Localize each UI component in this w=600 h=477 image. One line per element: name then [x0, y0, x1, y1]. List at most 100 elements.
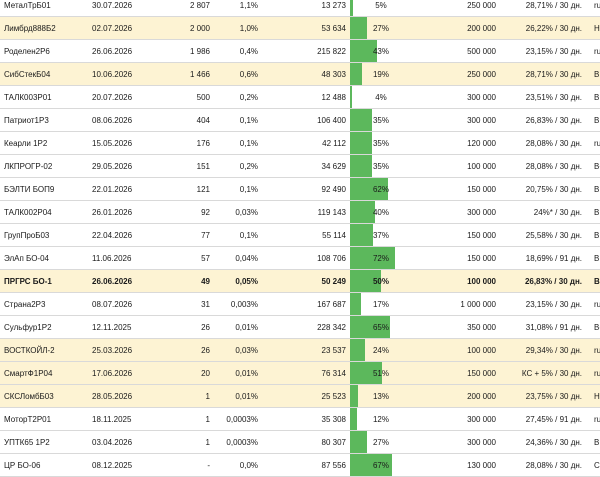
quantity-cell: -	[166, 453, 214, 477]
nominal-cell: 120 000	[412, 131, 500, 155]
percent-label: 65%	[372, 322, 389, 332]
nominal-cell: 200 000	[412, 16, 500, 40]
table-row[interactable]: МеталТрБ01 30.07.2026 2 807 1,1% 13 273 5% 250…	[0, 0, 600, 17]
maturity-date-cell: 08.12.2025	[88, 453, 166, 477]
percent-fill-bar	[350, 408, 358, 430]
amount-cell: 92 490	[262, 177, 350, 201]
quantity-cell: 1	[166, 407, 214, 431]
share-cell: 0,1%	[214, 223, 262, 247]
share-cell: 0,03%	[214, 338, 262, 362]
table-row[interactable]: УПТК65 1Р2 03.04.2026 1 0,0003% 80 307 27% 300…	[0, 430, 600, 454]
table-row[interactable]: БЭЛТИ БОП9 22.01.2026 121 0,1% 92 490 62% 150 …	[0, 177, 600, 201]
nominal-cell: 150 000	[412, 361, 500, 385]
share-cell: 0,05%	[214, 269, 262, 293]
table-row[interactable]: ТАЛК003Р01 20.07.2026 500 0,2% 12 488 4% 300 0…	[0, 85, 600, 109]
rating-cell: B(RU)	[586, 315, 600, 339]
table-row[interactable]: Лимбрд888Б2 02.07.2026 2 000 1,0% 53 634 27% 2…	[0, 16, 600, 40]
percent-bar-cell: 17%	[350, 292, 412, 316]
bond-name-cell: ПРГРС БО-1	[0, 269, 88, 293]
nominal-cell: 350 000	[412, 315, 500, 339]
percent-label: 4%	[375, 92, 387, 102]
quantity-cell: 31	[166, 292, 214, 316]
nominal-cell: 150 000	[412, 223, 500, 247]
maturity-date-cell: 29.05.2026	[88, 154, 166, 178]
percent-label: 27%	[372, 437, 389, 447]
percent-bar-cell: 72%	[350, 246, 412, 270]
percent-bar-cell: 37%	[350, 223, 412, 247]
percent-label: 27%	[372, 23, 389, 33]
table-row[interactable]: ГрупПроБ03 22.04.2026 77 0,1% 55 114 37% 150 0…	[0, 223, 600, 247]
percent-bar-cell: 4%	[350, 85, 412, 109]
rating-cell: BB-(RU)	[586, 177, 600, 201]
percent-fill-bar	[350, 86, 353, 108]
share-cell: 1,0%	[214, 16, 262, 40]
percent-label: 35%	[372, 138, 389, 148]
maturity-date-cell: 26.06.2026	[88, 269, 166, 293]
rating-cell: ruBBB-	[586, 292, 600, 316]
maturity-date-cell: 10.06.2026	[88, 62, 166, 86]
table-row[interactable]: ТАЛК002Р04 26.01.2026 92 0,03% 119 143 40% 300…	[0, 200, 600, 224]
rating-cell: BB-.ru	[586, 269, 600, 293]
percent-bar-cell: 40%	[350, 200, 412, 224]
percent-fill-bar	[350, 0, 354, 16]
amount-cell: 13 273	[262, 0, 350, 17]
table-row[interactable]: СКСЛомбБ03 28.05.2026 1 0,01% 25 523 13% 200 0…	[0, 384, 600, 408]
percent-bar-cell: 50%	[350, 269, 412, 293]
nominal-cell: 100 000	[412, 338, 500, 362]
percent-fill-bar	[350, 247, 395, 269]
share-cell: 0,0003%	[214, 430, 262, 454]
percent-bar-cell: 5%	[350, 0, 412, 17]
table-row[interactable]: ПРГРС БО-1 26.06.2026 49 0,05% 50 249 50% 100 …	[0, 269, 600, 293]
table-row[interactable]: Роделен2Р6 26.06.2026 1 986 0,4% 215 822 43% 5…	[0, 39, 600, 63]
table-row[interactable]: СибСтекБ04 10.06.2026 1 466 0,6% 48 303 19% 25…	[0, 62, 600, 86]
amount-cell: 87 556	[262, 453, 350, 477]
table-row[interactable]: МоторТ2Р01 18.11.2025 1 0,0003% 35 308 12% 300…	[0, 407, 600, 431]
yield-cell: 28,08% / 30 дн.	[500, 154, 586, 178]
table-row[interactable]: Страна2Р3 08.07.2026 31 0,003% 167 687 17% 1 0…	[0, 292, 600, 316]
amount-cell: 167 687	[262, 292, 350, 316]
percent-label: 51%	[372, 368, 389, 378]
yield-cell: 28,71% / 30 дн.	[500, 62, 586, 86]
percent-label: 12%	[372, 414, 389, 424]
bond-name-cell: СКСЛомбБ03	[0, 384, 88, 408]
bond-name-cell: Роделен2Р6	[0, 39, 88, 63]
quantity-cell: 404	[166, 108, 214, 132]
percent-label: 17%	[372, 299, 389, 309]
maturity-date-cell: 03.04.2026	[88, 430, 166, 454]
table-row[interactable]: ЦР БО-06 08.12.2025-0,0% 87 556 67% 130 000 2…	[0, 453, 600, 477]
yield-cell: 20,75% / 30 дн.	[500, 177, 586, 201]
table-row[interactable]: ЭлАп БО-04 11.06.2026 57 0,04% 108 706 72% 150…	[0, 246, 600, 270]
percent-fill-bar	[350, 109, 372, 131]
percent-bar-cell: 12%	[350, 407, 412, 431]
amount-cell: 228 342	[262, 315, 350, 339]
yield-cell: 26,83% / 30 дн.	[500, 269, 586, 293]
yield-cell: 23,75% / 30 дн.	[500, 384, 586, 408]
yield-cell: 23,15% / 30 дн.	[500, 39, 586, 63]
table-row[interactable]: ВОСТКОЙЛ-2 25.03.2026 26 0,03% 23 537 24% 100 …	[0, 338, 600, 362]
amount-cell: 34 629	[262, 154, 350, 178]
percent-bar-cell: 65%	[350, 315, 412, 339]
rating-cell: C(RU) / Развив.	[586, 453, 600, 477]
percent-fill-bar	[350, 63, 362, 85]
share-cell: 0,04%	[214, 246, 262, 270]
percent-fill-bar	[350, 155, 372, 177]
maturity-date-cell: 15.05.2026	[88, 131, 166, 155]
bond-name-cell: ЭлАп БО-04	[0, 246, 88, 270]
rating-cell: ruBBB / Развив.	[586, 39, 600, 63]
share-cell: 0,4%	[214, 39, 262, 63]
rating-cell: BBB(RU)	[586, 200, 600, 224]
table-row[interactable]: Сульфур1Р2 12.11.2025 26 0,01% 228 342 65% 350…	[0, 315, 600, 339]
table-row[interactable]: СмартФ1Р04 17.06.2026 20 0,01% 76 314 51% 150 …	[0, 361, 600, 385]
share-cell: 0,1%	[214, 108, 262, 132]
nominal-cell: 300 000	[412, 407, 500, 431]
percent-bar-cell: 35%	[350, 108, 412, 132]
percent-fill-bar	[350, 293, 361, 315]
table-row[interactable]: Патриот1Р3 08.06.2026 404 0,1% 106 400 35% 300…	[0, 108, 600, 132]
yield-cell: 18,69% / 91 дн.	[500, 246, 586, 270]
quantity-cell: 500	[166, 85, 214, 109]
bond-name-cell: ЛКПРОГР-02	[0, 154, 88, 178]
rating-cell: Нет	[586, 16, 600, 40]
yield-cell: 27,45% / 91 дн.	[500, 407, 586, 431]
table-row[interactable]: ЛКПРОГР-02 29.05.2026 151 0,2% 34 629 35% 100 …	[0, 154, 600, 178]
table-row[interactable]: Кеарли 1Р2 15.05.2026 176 0,1% 42 112 35% 120 …	[0, 131, 600, 155]
